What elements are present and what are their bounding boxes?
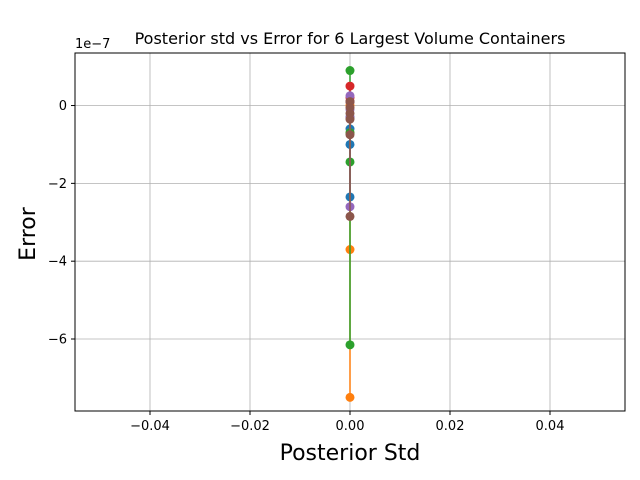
y-tick-label: −2 — [48, 177, 67, 192]
data-point — [346, 340, 355, 349]
data-point — [346, 212, 355, 221]
chart-title: Posterior std vs Error for 6 Largest Vol… — [135, 29, 566, 48]
y-tick-label: 0 — [59, 99, 67, 114]
data-point — [346, 66, 355, 75]
x-tick-label: −0.02 — [230, 419, 270, 434]
x-tick-label: 0.00 — [336, 419, 365, 434]
data-point — [346, 393, 355, 402]
y-axis-label: Error — [16, 206, 41, 261]
x-tick-label: 0.04 — [536, 419, 565, 434]
data-point — [346, 130, 355, 139]
data-point — [346, 82, 355, 91]
y-offset-label: 1e−7 — [75, 37, 110, 52]
data-point — [346, 115, 355, 124]
y-tick-label: −6 — [48, 333, 67, 348]
y-tick-label: −4 — [48, 255, 67, 270]
x-tick-label: −0.04 — [130, 419, 170, 434]
x-tick-label: 0.02 — [436, 419, 465, 434]
x-axis-label: Posterior Std — [280, 441, 421, 466]
